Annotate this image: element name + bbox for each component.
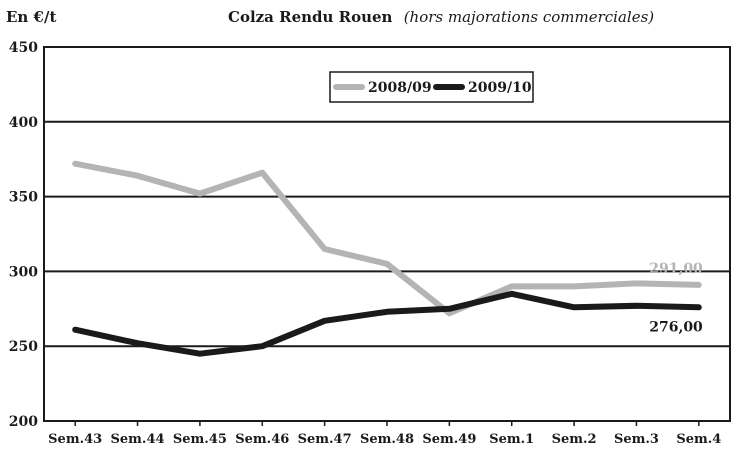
end-value-label: 291,00 — [649, 261, 703, 277]
series-line-2008-09 — [72, 160, 702, 317]
chart-title: Colza Rendu Rouen (hors majorations comm… — [228, 8, 654, 26]
data-point — [324, 248, 326, 250]
x-tick-label: Sem.49 — [422, 432, 476, 447]
data-point — [199, 353, 201, 355]
data-point — [635, 282, 637, 284]
series-lines — [72, 160, 702, 357]
x-tick-label: Sem.2 — [552, 432, 597, 447]
data-point — [448, 312, 450, 314]
y-axis-ticks: 200 250 300 350 400 450 — [9, 40, 38, 430]
data-point — [573, 285, 575, 287]
data-point — [261, 172, 263, 174]
data-point — [261, 345, 263, 347]
x-tick-label: Sem.1 — [489, 432, 534, 447]
data-point — [511, 293, 513, 295]
x-tick-label: Sem.45 — [173, 432, 227, 447]
series-line-2009-10 — [72, 290, 702, 357]
legend: 2008/09 2009/10 — [329, 71, 534, 103]
chart-subtitle: (hors majorations commerciales) — [404, 8, 655, 26]
x-tick-label: Sem.44 — [111, 432, 165, 447]
data-point — [635, 305, 637, 307]
data-point — [137, 342, 139, 344]
x-tick-label: Sem.3 — [614, 432, 659, 447]
y-tick-label: 250 — [9, 339, 38, 355]
legend-label: 2009/10 — [468, 80, 532, 96]
plot-frame — [43, 46, 731, 422]
data-point — [698, 306, 700, 308]
end-value-label: 276,00 — [649, 319, 703, 335]
x-axis-ticks: Sem.43 Sem.44 Sem.45 Sem.46 Sem.47 Sem.48 Sem.… — [48, 421, 721, 447]
y-tick-label: 300 — [9, 264, 38, 280]
x-tick-label: Sem.48 — [360, 432, 414, 447]
x-tick-label: Sem.43 — [48, 432, 102, 447]
data-point — [386, 263, 388, 265]
data-point — [74, 329, 76, 331]
data-point — [137, 175, 139, 177]
grid-lines — [43, 46, 731, 422]
data-point — [386, 311, 388, 313]
data-point — [324, 320, 326, 322]
data-point — [448, 308, 450, 310]
y-tick-label: 400 — [9, 115, 38, 131]
data-point — [573, 306, 575, 308]
legend-label: 2008/09 — [368, 80, 432, 96]
data-point — [511, 285, 513, 287]
data-point — [199, 193, 201, 195]
annotations: 291,00 276,00 — [649, 261, 703, 335]
y-tick-label: 450 — [9, 40, 38, 56]
unit-label: En €/t — [6, 8, 56, 26]
y-tick-label: 200 — [9, 414, 38, 430]
x-tick-label: Sem.47 — [298, 432, 352, 447]
data-point — [698, 284, 700, 286]
x-tick-label: Sem.4 — [676, 432, 721, 447]
x-tick-label: Sem.46 — [235, 432, 289, 447]
y-tick-label: 350 — [9, 190, 38, 206]
chart-title-main: Colza Rendu Rouen — [228, 8, 393, 26]
data-point — [74, 163, 76, 165]
